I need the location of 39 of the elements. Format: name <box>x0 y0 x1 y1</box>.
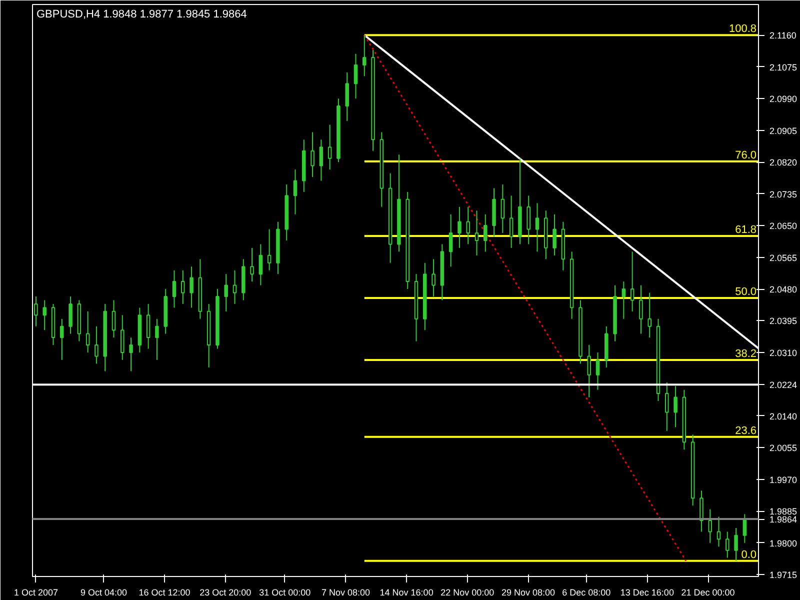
y-tick-label: 2.0735 <box>770 189 798 200</box>
y-tick-label: 1.9885 <box>770 506 798 517</box>
x-tick-label: 21 Dec 00:00 <box>681 588 735 598</box>
y-tick-label: 2.0055 <box>770 443 798 454</box>
chart-title: GBPUSD,H4 1.9848 1.9877 1.9845 1.9864 <box>36 8 247 20</box>
annotation: 50.0 <box>735 286 757 298</box>
x-tick-label: 29 Nov 08:00 <box>501 588 556 598</box>
y-tick-label: 2.0650 <box>770 221 798 232</box>
x-tick-label: 23 Oct 20:00 <box>200 588 252 598</box>
x-tick-label: 6 Dec 08:00 <box>562 588 611 598</box>
x-tick-label: 13 Dec 16:00 <box>620 588 674 598</box>
y-tick-label: 2.1075 <box>770 62 798 72</box>
x-tick-label: 22 Nov 00:00 <box>440 588 494 598</box>
annotation: 61.8 <box>735 224 757 236</box>
y-tick-label: 2.0140 <box>770 411 798 422</box>
ref-line-label: 1.9864 <box>770 514 798 524</box>
x-tick-label: 31 Oct 00:00 <box>259 588 311 598</box>
y-tick-label: 2.0310 <box>770 348 798 358</box>
y-tick-label: 1.9970 <box>770 474 798 485</box>
y-tick-label: 1.9800 <box>770 538 798 548</box>
y-tick-label: 2.0820 <box>770 158 798 168</box>
y-tick-label: 2.0990 <box>770 94 798 104</box>
annotation: 23.6 <box>735 424 757 437</box>
x-tick-label: 1 Oct 2007 <box>14 588 58 598</box>
annotation: 76.0 <box>735 149 757 162</box>
y-tick-label: 1.9715 <box>770 570 798 580</box>
y-tick-label: 2.1160 <box>770 30 796 41</box>
y-tick-label: 2.0565 <box>770 252 798 263</box>
y-tick-label: 2.0480 <box>770 284 798 295</box>
annotation: 0.0 <box>741 548 757 561</box>
x-tick-label: 9 Oct 04:00 <box>80 588 127 598</box>
annotation: 100.8 <box>728 23 757 36</box>
x-tick-label: 7 Nov 08:00 <box>321 588 370 598</box>
x-tick-label: 14 Nov 16:00 <box>380 588 434 598</box>
y-tick-label: 2.0395 <box>770 316 798 326</box>
ref-line-label: 2.0224 <box>770 380 798 390</box>
y-tick-label: 2.0905 <box>770 126 798 136</box>
annotation: 38.2 <box>735 348 757 360</box>
x-tick-label: 16 Oct 12:00 <box>138 588 190 598</box>
